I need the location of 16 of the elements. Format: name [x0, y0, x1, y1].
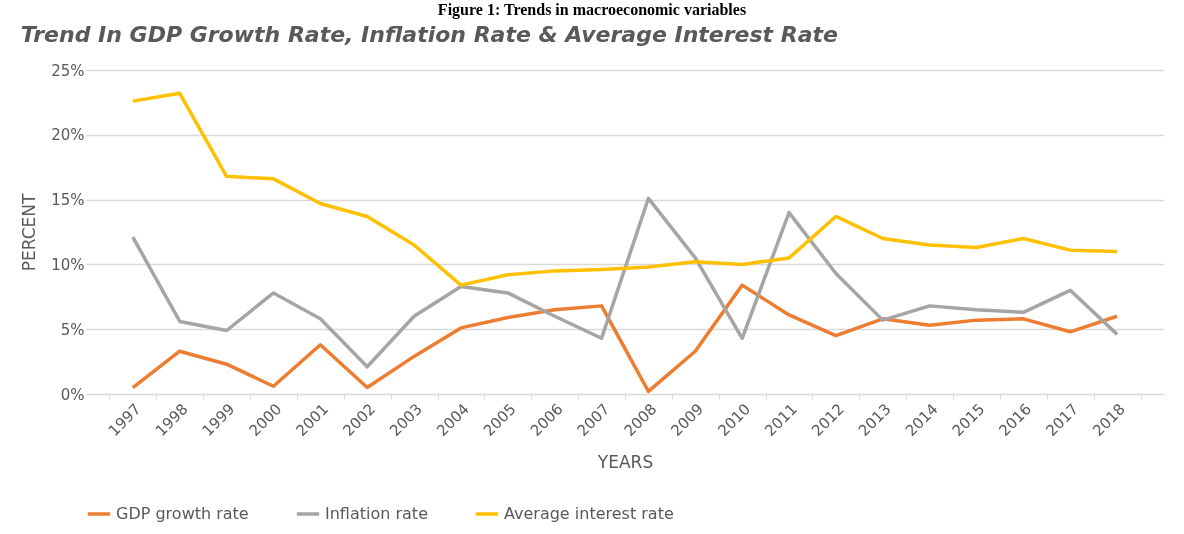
chart-title: Trend In GDP Growth Rate, Inflation Rate & Average Interest Rate	[20, 22, 839, 47]
x-axis-title: YEARS	[596, 452, 654, 473]
y-tick-label: 5%	[60, 320, 85, 339]
caption: Figure 1: Trends in macroeconomic variables	[436, 0, 748, 20]
y-tick-label: 10%	[51, 255, 85, 274]
legend-label: Average interest rate	[504, 504, 674, 523]
line-series	[131, 91, 1119, 287]
line-series	[131, 283, 1119, 394]
y-axis-title: PERCENT	[19, 193, 40, 272]
y-tick-label: 20%	[51, 126, 85, 145]
line-series	[131, 196, 1119, 369]
legend-label: Inflation rate	[325, 504, 428, 523]
y-tick-label: 0%	[60, 385, 85, 404]
y-tick-label: 15%	[51, 191, 85, 210]
legend-label: GDP growth rate	[116, 504, 249, 523]
y-tick-label: 25%	[51, 61, 85, 80]
